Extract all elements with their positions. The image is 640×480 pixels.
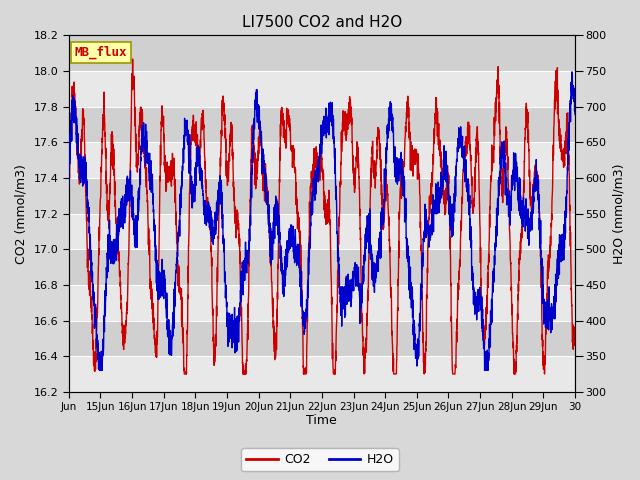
Bar bbox=[69, 321, 575, 356]
Bar bbox=[69, 107, 575, 142]
Legend: CO2, H2O: CO2, H2O bbox=[241, 448, 399, 471]
Bar bbox=[69, 214, 575, 249]
Bar bbox=[69, 356, 575, 392]
X-axis label: Time: Time bbox=[307, 414, 337, 427]
Bar bbox=[69, 178, 575, 214]
Bar bbox=[69, 71, 575, 107]
Title: LI7500 CO2 and H2O: LI7500 CO2 and H2O bbox=[242, 15, 402, 30]
Y-axis label: H2O (mmol/m3): H2O (mmol/m3) bbox=[612, 163, 625, 264]
Bar bbox=[69, 36, 575, 71]
Bar bbox=[69, 285, 575, 321]
Text: MB_flux: MB_flux bbox=[75, 46, 127, 60]
Y-axis label: CO2 (mmol/m3): CO2 (mmol/m3) bbox=[15, 164, 28, 264]
Bar bbox=[69, 142, 575, 178]
Bar bbox=[69, 249, 575, 285]
